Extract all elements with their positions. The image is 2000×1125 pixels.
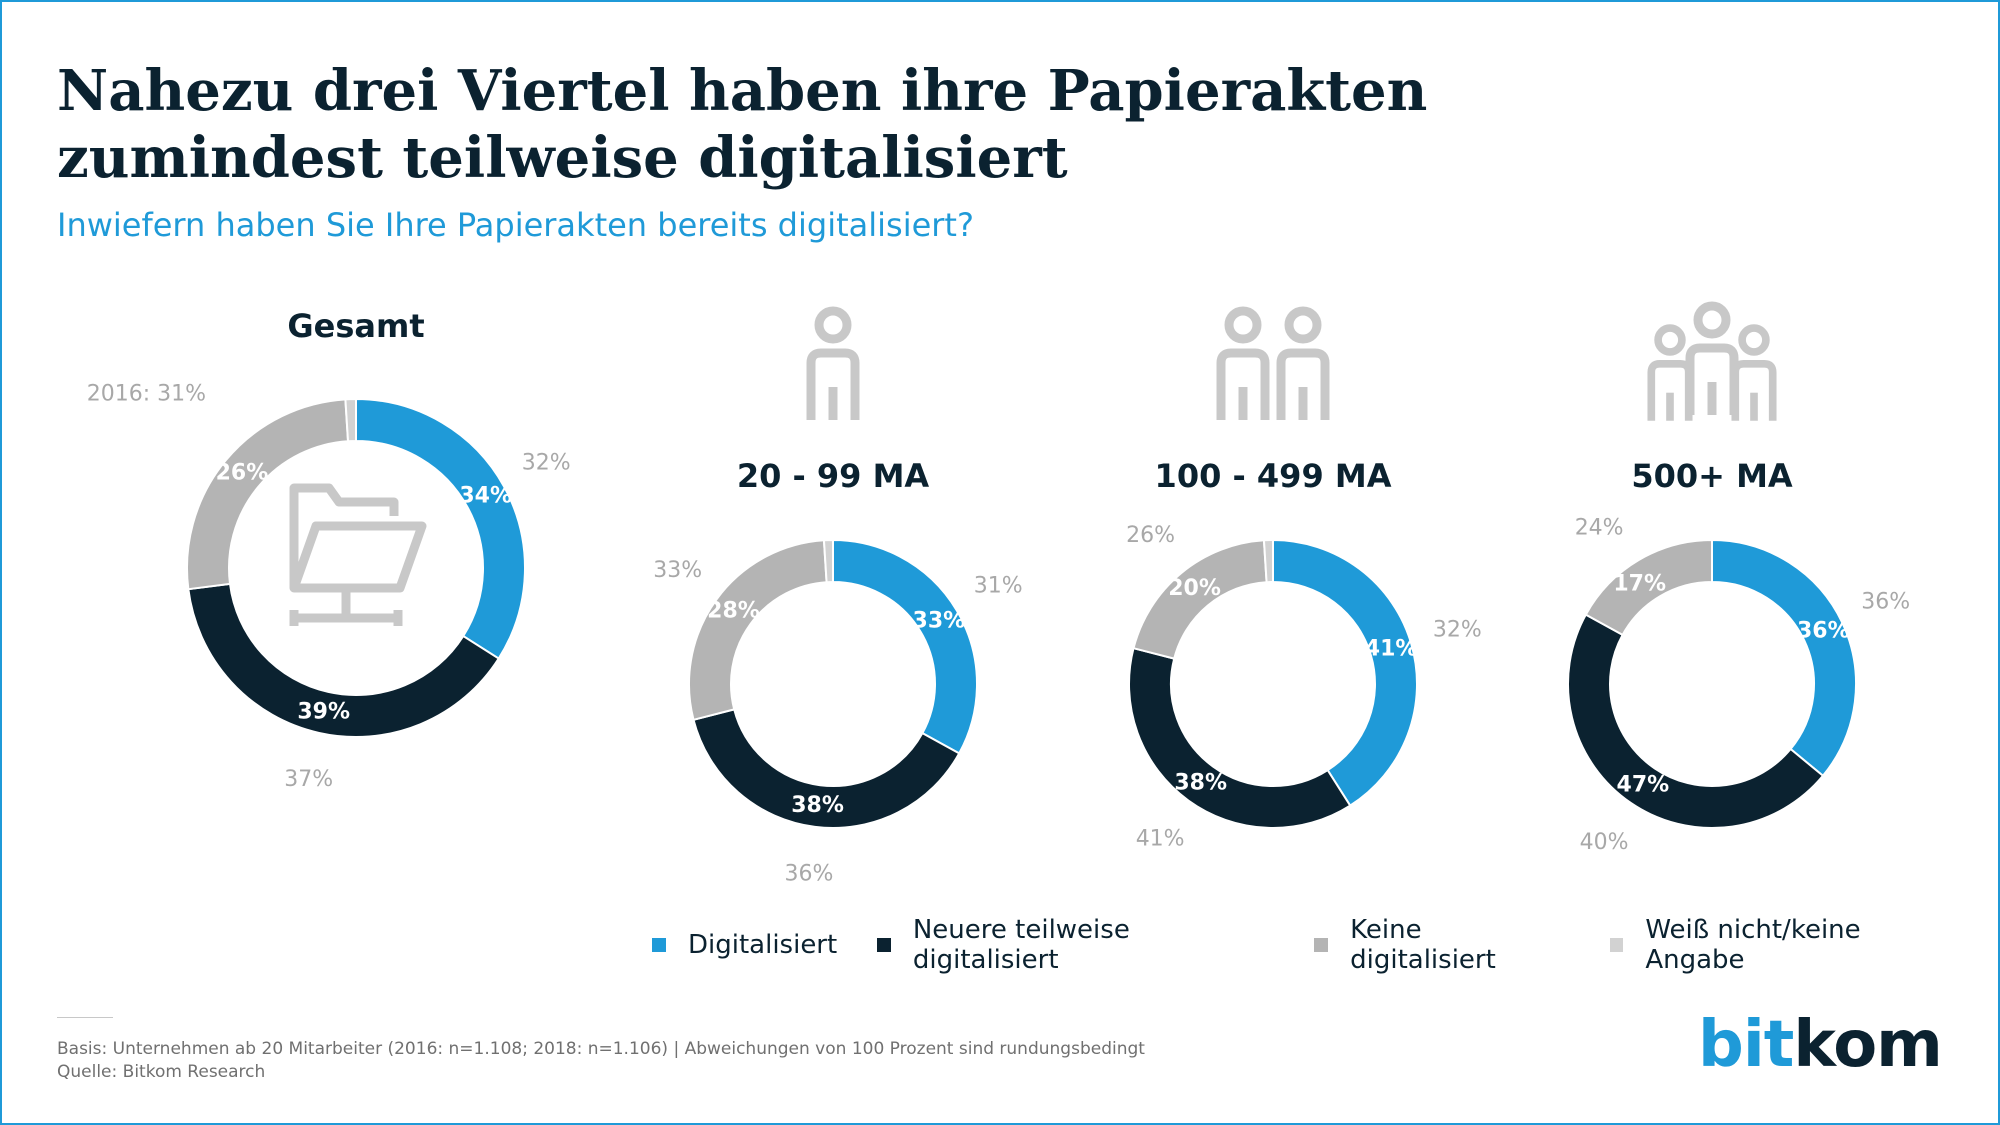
logo-part-bit: bit [1698,1008,1794,1082]
donut-value-label: 34% [459,484,512,509]
page-subtitle: Inwiefern haben Sie Ihre Papierakten ber… [57,206,974,244]
donut-segment [1567,613,1825,829]
legend-item-teilweise: Neuere teilweise digitalisiert [877,915,1274,975]
page-title: Nahezu drei Viertel haben ihre Papierakt… [57,58,1428,191]
donut-value-label: 41% [1365,637,1418,662]
folder-icon [289,483,427,626]
donut-segment [1128,646,1352,829]
footnote-divider [57,1017,113,1018]
donut-value-label: 39% [297,699,350,724]
donut-segment [822,538,834,584]
previous-year-label: 26% [1126,523,1175,548]
previous-year-label: 40% [1580,830,1629,855]
donut-segment [1584,538,1713,637]
legend-swatch [652,938,666,952]
donut-value-label: 47% [1617,773,1670,798]
donut-value-label: 28% [707,599,760,624]
donut-segment [1272,538,1418,807]
donut-segment [186,398,350,591]
donut-title: 500+ MA [1631,457,1793,495]
donut-segment [692,708,961,829]
donut-title: Gesamt [287,307,424,345]
group-persons-icon [1647,301,1777,421]
donut-segment [355,397,526,660]
donut-value-label: 17% [1613,571,1666,596]
legend-swatch [1609,938,1624,952]
previous-year-label: 37% [284,767,333,792]
previous-year-label: 2016: 31% [87,382,206,407]
previous-year-label: 36% [1861,589,1910,614]
previous-year-label: 24% [1575,516,1624,541]
donut-segment [1262,538,1274,584]
donut-value-label: 38% [791,793,844,818]
donut-value-label: 36% [1797,619,1850,644]
donut-segment [344,397,357,443]
donut-value-label: 20% [1168,576,1221,601]
legend-label: Weiß nicht/keine Angabe [1645,915,1861,975]
previous-year-label: 36% [784,861,833,886]
donut-segment [688,539,828,722]
previous-year-label: 41% [1136,826,1185,851]
legend-item-weiss-nicht: Weiß nicht/keine Angabe [1609,915,1960,975]
footnote-source: Quelle: Bitkom Research [57,1062,266,1082]
legend-item-digitalisiert: Digitalisiert [652,930,837,960]
donut-value-label: 38% [1174,771,1227,796]
footnote-basis: Basis: Unternehmen ab 20 Mitarbeiter (20… [57,1039,1145,1059]
footnote: Basis: Unternehmen ab 20 Mitarbeiter (20… [57,1038,1145,1084]
legend: Digitalisiert Neuere teilweise digitalis… [652,915,2000,975]
legend-label: Keine digitalisiert [1350,915,1496,975]
legend-label: Neuere teilweise digitalisiert [912,915,1130,975]
logo-part-kom: kom [1793,1008,1942,1082]
previous-year-label: 31% [974,573,1023,598]
donut-segment [1711,538,1857,778]
donut-segment [187,582,501,738]
bitkom-logo[interactable]: bitkom [1698,1008,1943,1082]
donut-segment [832,538,978,755]
donut-title: 20 - 99 MA [737,457,930,495]
legend-swatch [877,938,891,952]
donut-value-label: 33% [913,608,966,633]
donut-value-label: 26% [216,461,269,486]
two-persons-icon [1216,306,1330,420]
legend-swatch [1314,938,1329,952]
legend-label: Digitalisiert [688,930,838,960]
previous-year-label: 32% [1433,617,1482,642]
previous-year-label: 32% [522,450,571,475]
donut-title: 100 - 499 MA [1155,457,1392,495]
single-person-icon [806,306,860,420]
previous-year-label: 33% [653,558,702,583]
legend-item-keine: Keine digitalisiert [1314,915,1569,975]
